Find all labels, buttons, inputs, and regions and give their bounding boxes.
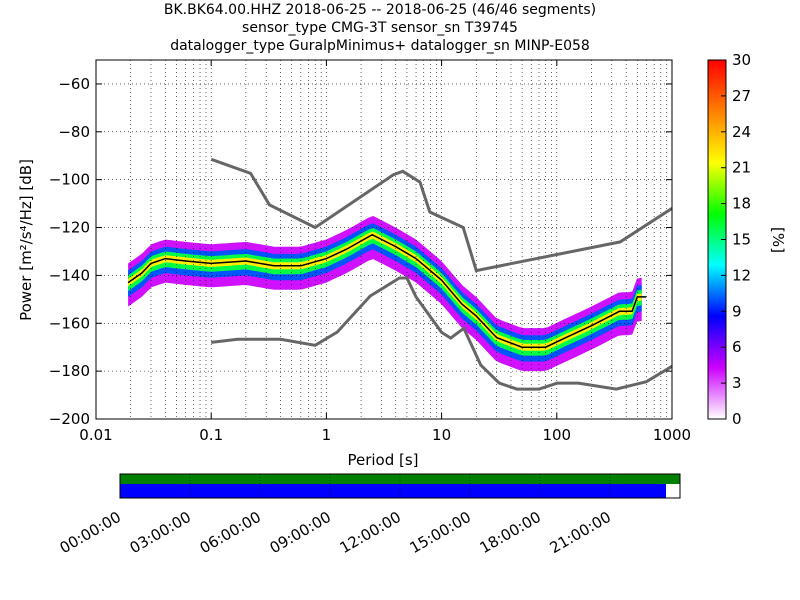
y-tick-label: −80 (58, 123, 90, 141)
colorbar-tick-label: 0 (732, 410, 742, 428)
colorbar: 0 3 6 9 12 15 18 21 24 27 30 (707, 51, 751, 428)
y-tick-label: −180 (49, 362, 90, 380)
noise-models (210, 157, 673, 391)
colorbar-tick-label: 30 (732, 51, 751, 69)
plot-frame (95, 59, 673, 420)
colorbar-tick-label: 9 (732, 302, 742, 320)
colorbar-tick-label: 3 (732, 374, 742, 392)
data-bar (120, 484, 666, 498)
x-tick-label: 1 (322, 426, 332, 444)
time-tick-label: 18:00:00 (477, 508, 544, 557)
x-tick-label: 10 (432, 426, 451, 444)
x-tick-label: 1000 (653, 426, 691, 444)
ppsd-density-band-22 (128, 231, 642, 351)
median-line (127, 233, 647, 348)
time-tick-label: 15:00:00 (407, 508, 474, 557)
time-tick-label: 00:00:00 (57, 508, 124, 557)
time-coverage-bar: 00:00:00 03:00:00 06:00:00 09:00:00 12:00:00… (57, 473, 681, 557)
colorbar-tick-label: 21 (732, 159, 751, 177)
chart-title-line-3: datalogger_type GuralpMinimus+ datalogge… (170, 38, 590, 54)
chart-title-line-1: BK.BK64.00.HHZ 2018-06-25 -- 2018-06-25 … (163, 2, 597, 18)
colorbar-tick-label: 27 (732, 87, 751, 105)
colorbar-tick-label: 6 (732, 338, 742, 356)
x-axis: 0.01 0.1 1 10 100 1000 (79, 60, 691, 444)
y-tick-label: −140 (49, 266, 90, 284)
time-tick-label: 12:00:00 (337, 508, 404, 557)
y-tick-label: −160 (49, 314, 90, 332)
coverage-bar (120, 474, 680, 484)
time-tick-label: 06:00:00 (197, 508, 264, 557)
chart-title-line-2: sensor_type CMG-3T sensor_sn T39745 (242, 20, 518, 36)
noise-model-low (211, 276, 673, 391)
colorbar-tick-label: 12 (732, 266, 751, 284)
time-tick-label: 09:00:00 (267, 508, 334, 557)
colorbar-tick-label: 18 (732, 195, 751, 213)
x-tick-label: 0.1 (199, 426, 223, 444)
plot-border (95, 59, 673, 420)
colorbar-tick-label: 15 (732, 231, 751, 249)
y-axis-title: Power [m²/s⁴/Hz] [dB] (17, 159, 35, 321)
y-tick-label: −120 (49, 219, 90, 237)
y-tick-label: −200 (49, 410, 90, 428)
ppsd-heatmap (128, 216, 642, 372)
x-tick-label: 100 (542, 426, 571, 444)
y-axis: −200 −180 −160 −140 −120 −100 −80 −60 (49, 75, 672, 428)
x-tick-label: 0.01 (79, 426, 112, 444)
time-tick-label: 03:00:00 (127, 508, 194, 557)
time-tick-label: 21:00:00 (547, 508, 614, 557)
noise-model-high (210, 157, 673, 273)
y-tick-label: −100 (49, 171, 90, 189)
median-curve (127, 233, 647, 348)
colorbar-tick-label: 24 (732, 123, 751, 141)
colorbar-title: [%] (769, 227, 787, 253)
x-axis-title: Period [s] (347, 451, 418, 469)
y-tick-label: −60 (58, 75, 90, 93)
